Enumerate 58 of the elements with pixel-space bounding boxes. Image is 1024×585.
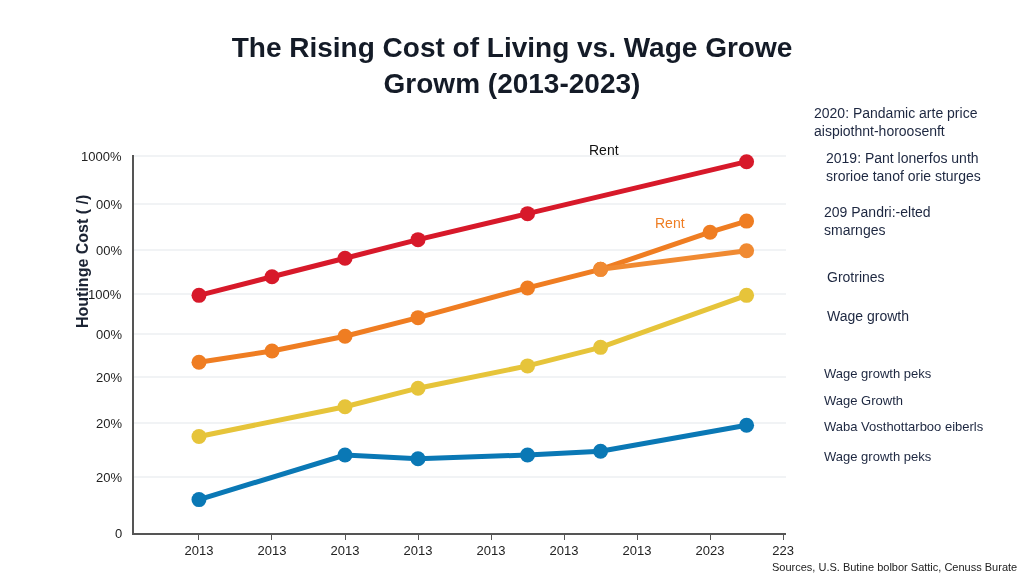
point bbox=[520, 358, 536, 374]
text: 20% bbox=[96, 416, 123, 431]
x-tick-label: 2013 bbox=[549, 543, 579, 559]
point bbox=[593, 443, 609, 459]
text: 20% bbox=[96, 370, 123, 385]
point bbox=[520, 280, 536, 296]
point bbox=[739, 287, 755, 303]
point bbox=[410, 232, 426, 248]
text: Grotrines bbox=[827, 269, 885, 285]
text: 00% bbox=[96, 327, 123, 342]
text: 209 Pandri:-elted smarnges bbox=[824, 204, 931, 239]
text: Houtinge Cost ( /) bbox=[74, 194, 91, 328]
x-tick-label: 223 bbox=[772, 543, 794, 559]
text: 100% bbox=[88, 287, 122, 302]
point bbox=[410, 451, 426, 467]
x-tick-label: 2023 bbox=[695, 543, 725, 559]
x-tick-label: 2013 bbox=[403, 543, 433, 559]
text: Rent bbox=[589, 142, 619, 158]
point bbox=[739, 213, 755, 229]
text: 00% bbox=[96, 197, 123, 212]
text: Waba Vosthottarboo eiberls bbox=[824, 419, 984, 434]
point bbox=[191, 287, 207, 303]
point bbox=[264, 269, 280, 285]
point bbox=[410, 380, 426, 396]
x-tick-label: 2013 bbox=[330, 543, 360, 559]
point bbox=[739, 154, 755, 170]
text: 00% bbox=[96, 243, 123, 258]
text: Wage Growth bbox=[824, 393, 903, 408]
point bbox=[337, 328, 353, 344]
x-tick-label: 2013 bbox=[257, 543, 287, 559]
point bbox=[520, 447, 536, 463]
point bbox=[739, 417, 755, 433]
chart-title: The Rising Cost of Living vs. Wage Growe Growm (2013-2023) bbox=[231, 32, 793, 100]
x-tick-label: 2013 bbox=[476, 543, 506, 559]
text: 2020: Pandamic arte price aispiothnt-horoosenft bbox=[814, 105, 978, 140]
text: 2019: Pant lonerfos unth srorioe tanof orie sturges bbox=[826, 150, 981, 185]
point bbox=[593, 339, 609, 355]
point bbox=[337, 250, 353, 266]
point bbox=[702, 224, 718, 240]
text: 0 bbox=[115, 526, 123, 541]
x-tick-label: 2013 bbox=[622, 543, 652, 559]
text: Wage growth peks bbox=[824, 366, 932, 381]
point bbox=[264, 343, 280, 359]
x-tick-label: 2013 bbox=[184, 543, 214, 559]
point bbox=[191, 428, 207, 444]
point bbox=[410, 310, 426, 326]
text: Wage growth peks bbox=[824, 449, 932, 464]
text: Wage growth bbox=[827, 308, 909, 324]
point bbox=[520, 206, 536, 222]
point bbox=[337, 447, 353, 463]
series-label: Rent bbox=[655, 215, 685, 231]
point bbox=[191, 354, 207, 370]
point bbox=[739, 243, 755, 259]
point bbox=[191, 492, 207, 508]
source-note: Sources, U.S. Butine bolbor Sattic, Cenuss Burate bbox=[772, 561, 1018, 573]
text: 1000% bbox=[81, 149, 122, 164]
text: 20% bbox=[96, 470, 123, 485]
point bbox=[337, 399, 353, 415]
